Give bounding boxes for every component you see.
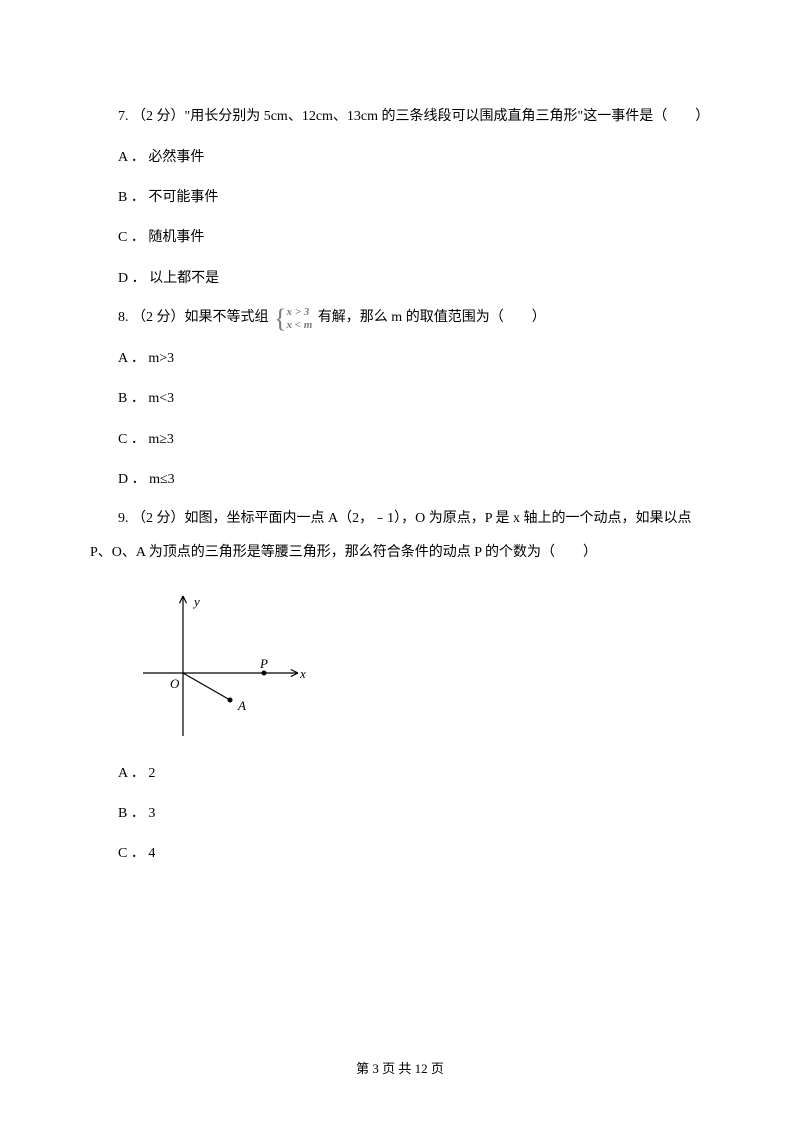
q7-option-a: A ． 必然事件 [90,140,710,176]
q7-option-d: D ． 以上都不是 [90,261,710,297]
q8-option-a: A ． m>3 [90,341,710,377]
q8-option-d: D ． m≤3 [90,462,710,498]
svg-text:P: P [259,656,268,671]
page-footer: 第 3 页 共 12 页 [0,1053,800,1084]
svg-text:A: A [237,698,246,713]
svg-text:y: y [192,594,200,609]
q8-brace-line1: x > 3 [286,306,309,318]
q9-coordinate-figure: y x O P A [138,588,710,738]
q7-option-b: B ． 不可能事件 [90,180,710,216]
q8-brace-lines: x > 3x < m [286,306,312,332]
q8-stem-part2: 有解，那么 m 的取值范围为（ ） [318,310,546,325]
q8-brace-system: {x > 3x < m [274,302,312,334]
q7-stem: 7. （2 分）"用长分别为 5cm、12cm、13cm 的三条线段可以围成直角… [90,100,710,134]
q8-brace-line2: x < m [286,319,312,331]
q8-option-b: B ． m<3 [90,381,710,417]
page-content: 7. （2 分）"用长分别为 5cm、12cm、13cm 的三条线段可以围成直角… [90,100,710,873]
q8-stem: 8. （2 分）如果不等式组 {x > 3x < m 有解，那么 m 的取值范围… [90,301,710,335]
q7-option-c: C ． 随机事件 [90,220,710,256]
svg-text:O: O [170,676,180,691]
svg-text:x: x [299,666,306,681]
q9-option-c: C ． 4 [90,836,710,872]
q8-option-c: C ． m≥3 [90,422,710,458]
left-brace-icon: { [274,303,286,335]
q8-stem-part1: 8. （2 分）如果不等式组 [118,310,269,325]
q9-option-b: B ． 3 [90,796,710,832]
q9-stem: 9. （2 分）如图，坐标平面内一点 A（2，﹣1），O 为原点，P 是 x 轴… [90,502,710,569]
q9-option-a: A ． 2 [90,756,710,792]
q9-svg: y x O P A [138,588,308,738]
